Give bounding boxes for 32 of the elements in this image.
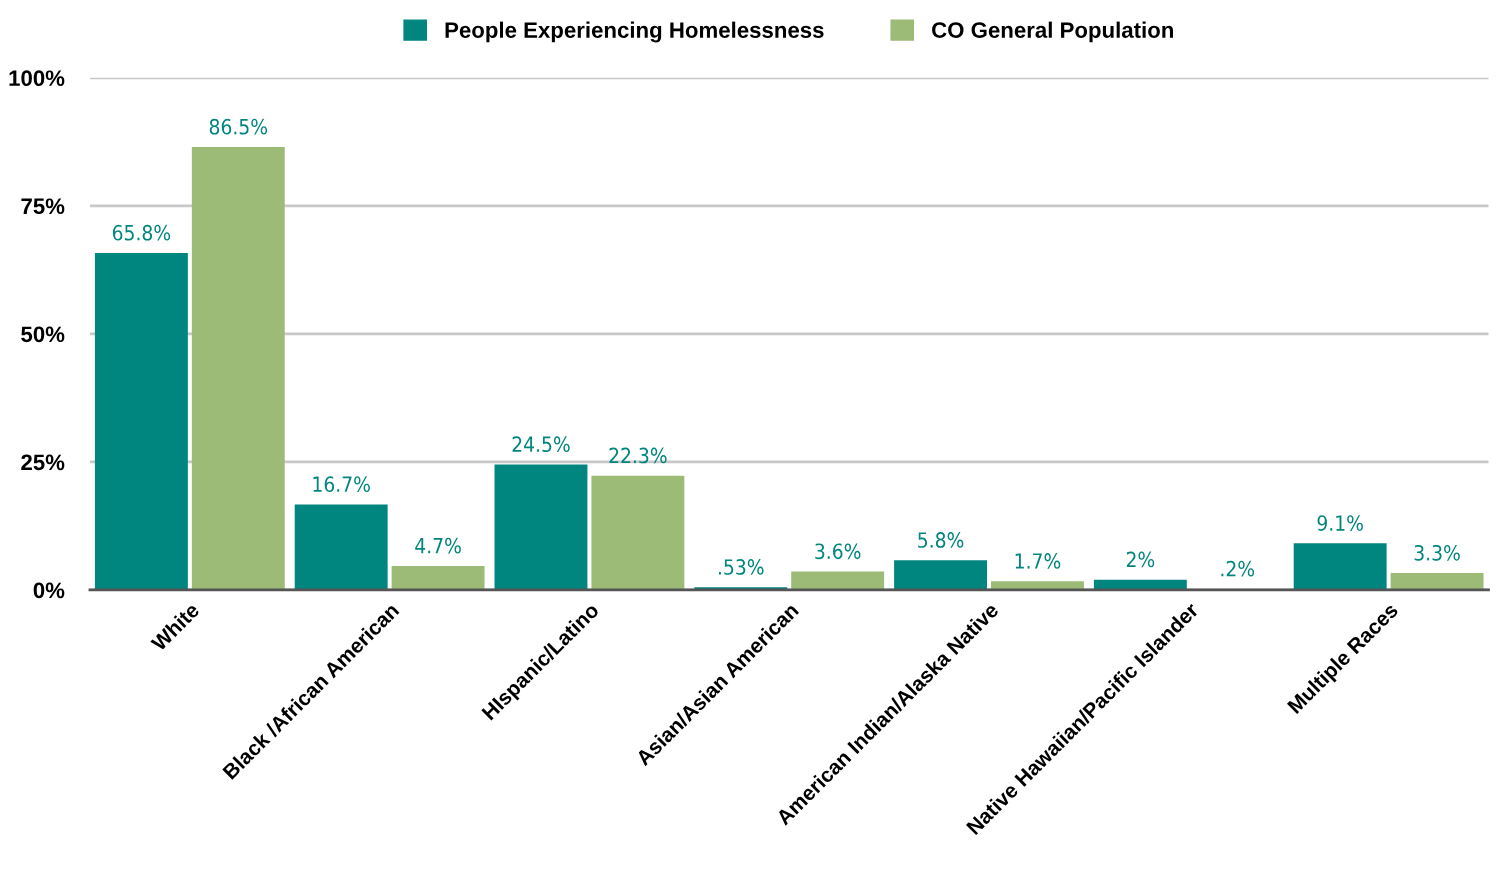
bar: [391, 565, 485, 590]
bar: [1390, 573, 1484, 590]
data-label: 3.6%: [815, 543, 861, 560]
data-label: .53%: [718, 559, 764, 575]
bar: [591, 475, 685, 590]
bar: [791, 571, 885, 590]
y-tick-label: 25%: [21, 454, 65, 471]
bar: [94, 252, 188, 590]
y-tick-label: 0%: [33, 582, 65, 599]
bar: [1293, 543, 1387, 590]
legend-label: People Experiencing Homelessness: [445, 21, 824, 43]
data-label: 24.5%: [512, 436, 570, 453]
data-label: 22.3%: [609, 447, 667, 464]
data-label: .2%: [1221, 560, 1255, 577]
data-label: 2%: [1126, 551, 1155, 568]
bar: [294, 504, 388, 590]
data-label: 9.1%: [1317, 515, 1363, 531]
y-tick-label: 100%: [9, 70, 65, 87]
data-label: 65.8%: [112, 224, 171, 241]
data-label: 3.3%: [1414, 544, 1460, 561]
y-tick-label: 75%: [21, 198, 65, 215]
legend-label: CO General Population: [932, 21, 1173, 43]
bar: [191, 146, 285, 590]
data-label: 16.7%: [313, 476, 370, 493]
data-label: 5.8%: [918, 532, 964, 548]
bar: [894, 560, 988, 590]
y-tick-label: 50%: [21, 326, 65, 343]
bar: [991, 581, 1084, 590]
data-label: 1.7%: [1015, 553, 1061, 569]
bar: [494, 464, 588, 590]
data-label: 4.7%: [415, 537, 461, 554]
data-label: 86.5%: [209, 118, 268, 135]
